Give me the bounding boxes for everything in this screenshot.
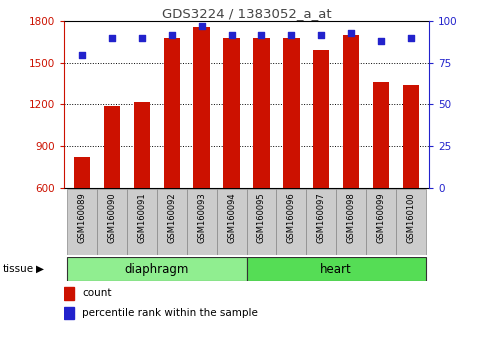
Text: GSM160089: GSM160089 [77,193,87,244]
Text: tissue: tissue [2,264,34,274]
Point [317,32,325,38]
Text: percentile rank within the sample: percentile rank within the sample [82,308,258,318]
Bar [403,85,419,188]
Bar [313,50,329,188]
Text: GSM160099: GSM160099 [377,193,386,243]
Point [228,32,236,38]
Bar [134,102,150,188]
Point [108,35,116,41]
Text: heart: heart [320,263,352,275]
Point [168,32,176,38]
Bar [246,189,277,255]
Bar [336,189,366,255]
Bar [223,38,240,188]
Bar [164,38,180,188]
Text: GSM160096: GSM160096 [287,193,296,244]
Bar [64,307,74,319]
Bar [74,157,90,188]
Bar [283,38,300,188]
Text: count: count [82,288,111,298]
Bar [277,189,306,255]
Point [407,35,415,41]
Text: GSM160091: GSM160091 [138,193,146,243]
Text: GSM160098: GSM160098 [347,193,355,244]
Text: GSM160097: GSM160097 [317,193,326,244]
Text: GSM160090: GSM160090 [107,193,116,243]
Bar [67,189,97,255]
Text: GSM160093: GSM160093 [197,193,206,244]
Bar [396,189,426,255]
Text: diaphragm: diaphragm [125,263,189,275]
Bar [127,189,157,255]
Bar [67,257,246,281]
Bar [343,35,359,188]
Point [198,23,206,29]
Text: GSM160100: GSM160100 [406,193,416,243]
Point [377,38,385,44]
Bar [373,82,389,188]
Text: GSM160095: GSM160095 [257,193,266,243]
Text: ▶: ▶ [35,264,43,274]
Bar [216,189,246,255]
Bar [64,287,74,299]
Bar [253,38,270,188]
Bar [366,189,396,255]
Bar [306,189,336,255]
Title: GDS3224 / 1383052_a_at: GDS3224 / 1383052_a_at [162,7,331,20]
Bar [193,27,210,188]
Point [78,52,86,57]
Bar [97,189,127,255]
Point [347,30,355,36]
Bar [187,189,216,255]
Point [138,35,146,41]
Point [287,32,295,38]
Text: GSM160092: GSM160092 [167,193,176,243]
Bar [104,106,120,188]
Point [257,32,265,38]
Text: GSM160094: GSM160094 [227,193,236,243]
Bar [246,257,426,281]
Bar [157,189,187,255]
